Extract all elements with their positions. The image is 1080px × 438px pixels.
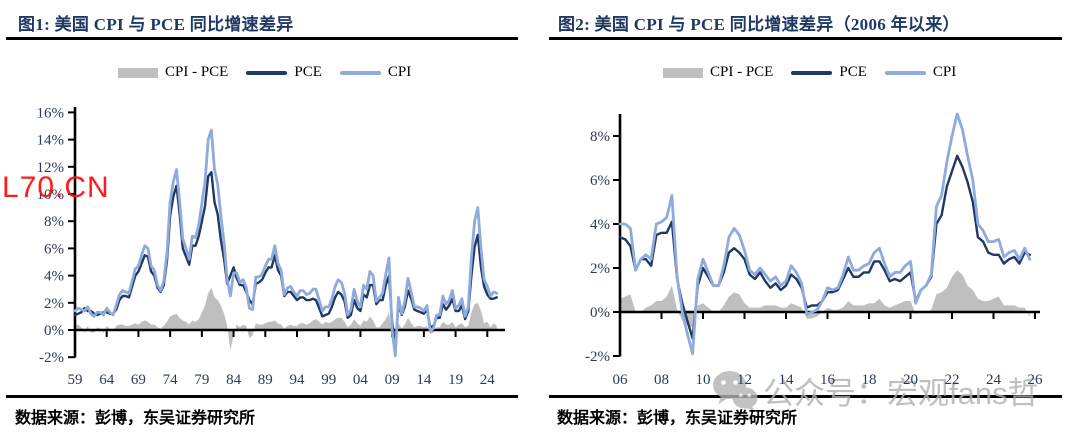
pce-line-swatch	[246, 70, 288, 75]
y-tick-label: 10%	[37, 187, 65, 203]
y-tick-label: 0%	[44, 323, 64, 339]
x-tick-label: 24	[986, 372, 1002, 388]
x-tick-label: 20	[903, 372, 918, 388]
figure1-title-rule	[6, 37, 518, 40]
x-tick-label: 24	[480, 372, 496, 388]
x-tick-label: 59	[68, 372, 83, 388]
x-tick-label: 74	[163, 372, 179, 388]
x-tick-label: 89	[258, 372, 273, 388]
figure1-legend: CPI - PCE PCE CPI	[118, 64, 411, 81]
x-tick-label: 14	[779, 372, 795, 388]
x-tick-label: 09	[385, 372, 400, 388]
cpi-line	[73, 128, 499, 358]
x-tick-label: 16	[820, 372, 836, 388]
x-tick-label: 10	[696, 372, 711, 388]
x-tick-label: 94	[290, 372, 306, 388]
x-tick-label: 26	[1028, 372, 1044, 388]
legend-label-cpi: CPI	[932, 64, 957, 80]
cpi-line-swatch	[339, 70, 381, 75]
wechat-icon	[713, 370, 758, 411]
x-tick-label: 84	[226, 372, 242, 388]
cpi-line-swatch	[884, 70, 926, 75]
x-tick-label: 79	[194, 372, 209, 388]
y-tick-label: 6%	[44, 241, 64, 257]
legend-label-pce: PCE	[839, 64, 867, 80]
y-tick-label: 14%	[37, 133, 65, 149]
legend-label-cpi: CPI	[387, 64, 412, 80]
legend-item-diff: CPI - PCE	[118, 64, 228, 81]
figure2-title: 图2: 美国 CPI 与 PCE 同比增速差异（2006 年以来）	[558, 15, 960, 34]
figure1-source: 数据来源：彭博，东吴证券研究所	[15, 410, 256, 427]
red-watermark: L70.CN	[2, 171, 110, 204]
cpi-line	[618, 112, 1032, 356]
legend-item-cpi: CPI	[339, 64, 412, 81]
legend-item-pce: PCE	[791, 64, 867, 81]
y-tick-label: 0%	[590, 305, 610, 321]
pce-line	[73, 170, 498, 348]
x-tick-label: 69	[131, 372, 146, 388]
y-tick-label: 4%	[44, 269, 64, 285]
x-tick-label: 19	[448, 372, 463, 388]
legend-item-cpi: CPI	[884, 64, 957, 81]
y-tick-label: -2%	[39, 350, 64, 366]
y-tick-label: 16%	[37, 105, 65, 121]
x-tick-label: 06	[613, 372, 629, 388]
legend-label-diff: CPI - PCE	[165, 64, 229, 80]
y-tick-label: 4%	[590, 217, 610, 233]
y-tick-label: 6%	[590, 173, 610, 189]
legend-label-diff: CPI - PCE	[710, 64, 774, 80]
x-tick-label: 99	[321, 372, 336, 388]
y-tick-label: 12%	[37, 160, 65, 176]
figure2-source: 数据来源：彭博，东吴证券研究所	[557, 410, 798, 427]
diff-area-swatch	[118, 67, 158, 78]
y-tick-label: 8%	[44, 214, 64, 230]
y-tick-label: 8%	[590, 129, 610, 145]
figure2-legend: CPI - PCE PCE CPI	[663, 64, 956, 81]
x-tick-label: 18	[862, 372, 877, 388]
wechat-watermark-text: 公众号：宏观fans哲	[763, 376, 1039, 411]
figure1-chart: -2% 0% 2% 4% 6% 8% 10% 12% 14% 16% 59 64 69 74 79 84 89 9…	[37, 105, 505, 388]
y-tick-label: 2%	[590, 261, 610, 277]
diff-area-swatch	[663, 67, 703, 78]
diff-area	[620, 270, 1030, 328]
x-tick-label: 14	[416, 372, 432, 388]
figure2-bottom-rule	[549, 395, 1062, 398]
figure2-title-rule	[549, 37, 1062, 40]
x-tick-label: 22	[945, 372, 960, 388]
x-tick-label: 08	[654, 372, 669, 388]
wechat-watermark: 公众号：宏观fans哲	[712, 368, 1039, 413]
legend-label-pce: PCE	[294, 64, 322, 80]
figure1-bottom-rule	[6, 395, 518, 398]
pce-line-swatch	[791, 70, 833, 75]
figure1-title: 图1: 美国 CPI 与 PCE 同比增速差异	[18, 15, 294, 34]
x-tick-label: 12	[737, 372, 752, 388]
y-tick-label: 2%	[44, 296, 64, 312]
legend-item-pce: PCE	[246, 64, 322, 81]
x-tick-label: 64	[99, 372, 115, 388]
figure2-chart: -2% 0% 2% 4% 6% 8% 06 08 10 12 14 16 18 20 22 24 26	[585, 112, 1044, 388]
diff-area	[75, 287, 497, 351]
legend-item-diff: CPI - PCE	[663, 64, 773, 81]
x-tick-label: 04	[353, 372, 369, 388]
y-tick-label: -2%	[585, 349, 610, 365]
